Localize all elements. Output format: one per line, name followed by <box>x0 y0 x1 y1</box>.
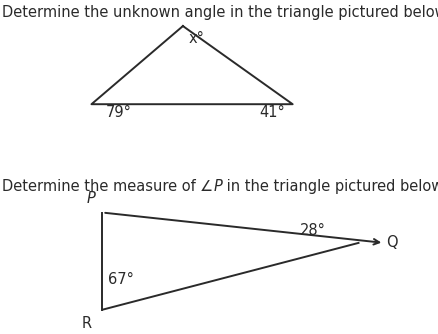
Text: 79°: 79° <box>106 105 132 120</box>
Text: in the triangle pictured below.: in the triangle pictured below. <box>222 179 438 194</box>
Text: R: R <box>81 316 91 331</box>
Text: 41°: 41° <box>259 105 285 120</box>
Text: ∠: ∠ <box>200 179 213 194</box>
Text: 28°: 28° <box>299 223 325 238</box>
Text: Determine the measure of: Determine the measure of <box>2 179 200 194</box>
Text: P: P <box>86 191 95 206</box>
Text: x°: x° <box>188 31 204 46</box>
Text: P: P <box>213 179 222 194</box>
Text: Determine the unknown angle in the triangle pictured below:: Determine the unknown angle in the trian… <box>2 5 438 20</box>
Text: 67°: 67° <box>108 272 134 287</box>
Text: Q: Q <box>385 235 397 250</box>
